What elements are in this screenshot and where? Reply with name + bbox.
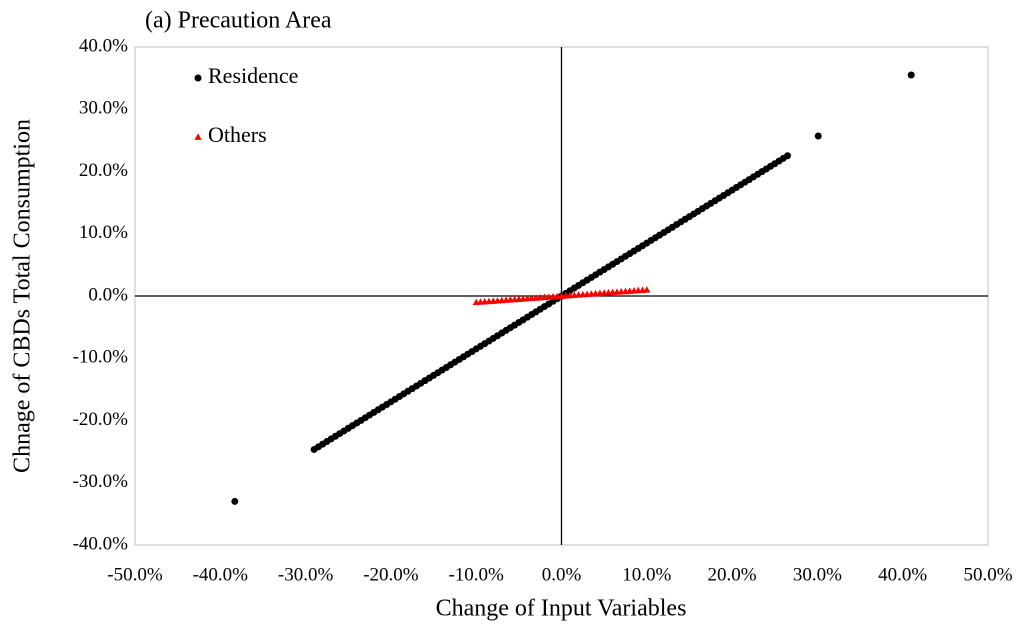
y-tick-label: -20.0%	[73, 409, 129, 430]
y-tick-label: 10.0%	[79, 222, 128, 243]
x-tick-label: -20.0%	[363, 564, 419, 585]
y-tick-label: 30.0%	[79, 98, 128, 119]
y-tick-label: 40.0%	[79, 35, 128, 56]
y-tick-label: 0.0%	[88, 284, 128, 305]
x-tick-label: 0.0%	[542, 564, 582, 585]
scatter-point	[907, 71, 915, 79]
x-tick-label: 30.0%	[793, 564, 842, 585]
scatter-point	[784, 152, 792, 160]
x-tick-label: -10.0%	[448, 564, 504, 585]
x-tick-label: -40.0%	[193, 564, 249, 585]
y-tick-label: -10.0%	[73, 347, 129, 368]
scatter-point	[814, 132, 822, 140]
y-tick-label: -40.0%	[73, 533, 129, 554]
chart-title: (a) Precaution Area	[145, 8, 332, 34]
x-tick-label: 20.0%	[708, 564, 757, 585]
x-tick-label: -30.0%	[278, 564, 334, 585]
x-tick-label: 10.0%	[622, 564, 671, 585]
y-axis-title: Chnage of CBDs Total Consumption	[10, 119, 36, 473]
x-tick-label: 40.0%	[878, 564, 927, 585]
x-tick-label: -50.0%	[107, 564, 163, 585]
legend-label: Residence	[208, 63, 298, 88]
legend-marker	[194, 133, 202, 140]
scatter-point	[643, 286, 651, 293]
x-axis-title: Change of Input Variables	[436, 596, 687, 622]
y-tick-label: 20.0%	[79, 160, 128, 181]
legend-marker	[194, 74, 202, 82]
y-tick-label: -30.0%	[73, 471, 129, 492]
legend-label: Others	[208, 122, 267, 147]
scatter-point	[231, 497, 239, 505]
x-tick-label: 50.0%	[963, 564, 1012, 585]
